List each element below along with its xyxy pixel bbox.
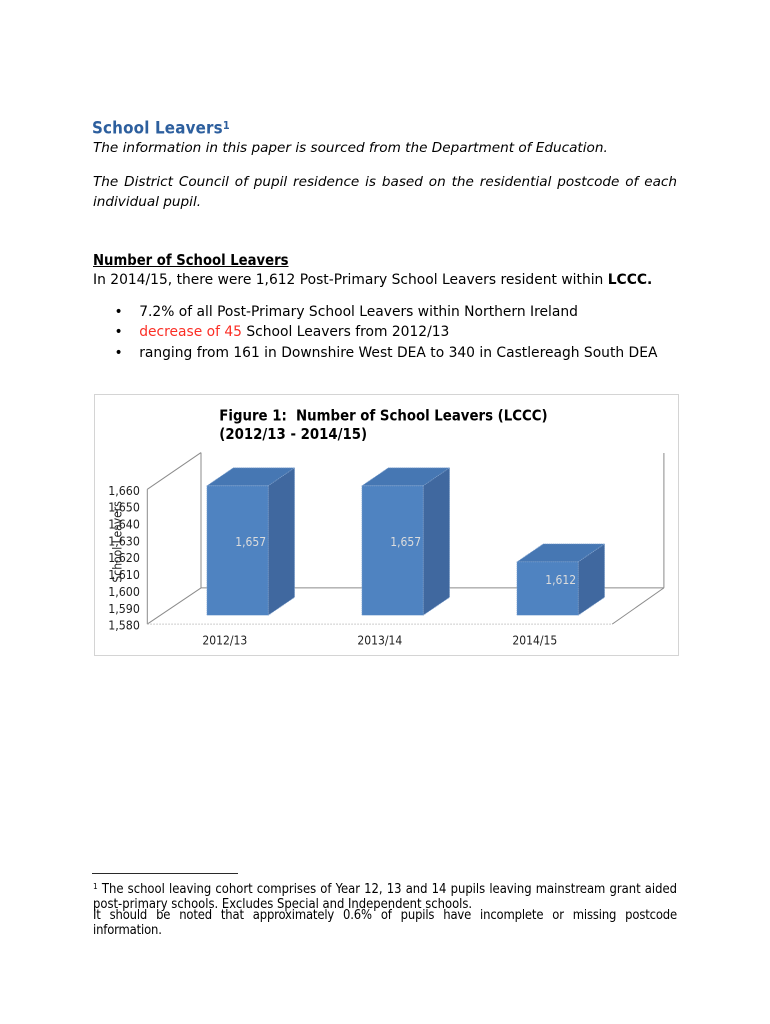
svg-text:1,590: 1,590 (108, 601, 140, 615)
svg-text:1,610: 1,610 (108, 568, 140, 582)
svg-text:2013/14: 2013/14 (357, 633, 402, 647)
svg-text:2014/15: 2014/15 (512, 633, 557, 647)
svg-text:1,600: 1,600 (108, 584, 140, 598)
svg-text:2012/13: 2012/13 (202, 633, 247, 647)
svg-text:(2012/13 - 2014/15): (2012/13 - 2014/15) (219, 426, 367, 443)
svg-text:1,620: 1,620 (108, 551, 140, 565)
svg-text:1,630: 1,630 (108, 534, 140, 548)
svg-text:School Leavers: School Leavers (110, 500, 124, 582)
svg-text:1,657: 1,657 (235, 534, 266, 548)
svg-text:1,650: 1,650 (108, 500, 140, 514)
svg-text:1,657: 1,657 (390, 534, 421, 548)
svg-text:1,580: 1,580 (108, 618, 140, 632)
svg-text:1,612: 1,612 (545, 573, 576, 587)
svg-text:1,660: 1,660 (108, 483, 140, 497)
svg-text:1,640: 1,640 (108, 517, 140, 531)
svg-text:Figure 1: Number of School Le: Figure 1: Number of School Leavers (LCCC… (219, 407, 547, 424)
